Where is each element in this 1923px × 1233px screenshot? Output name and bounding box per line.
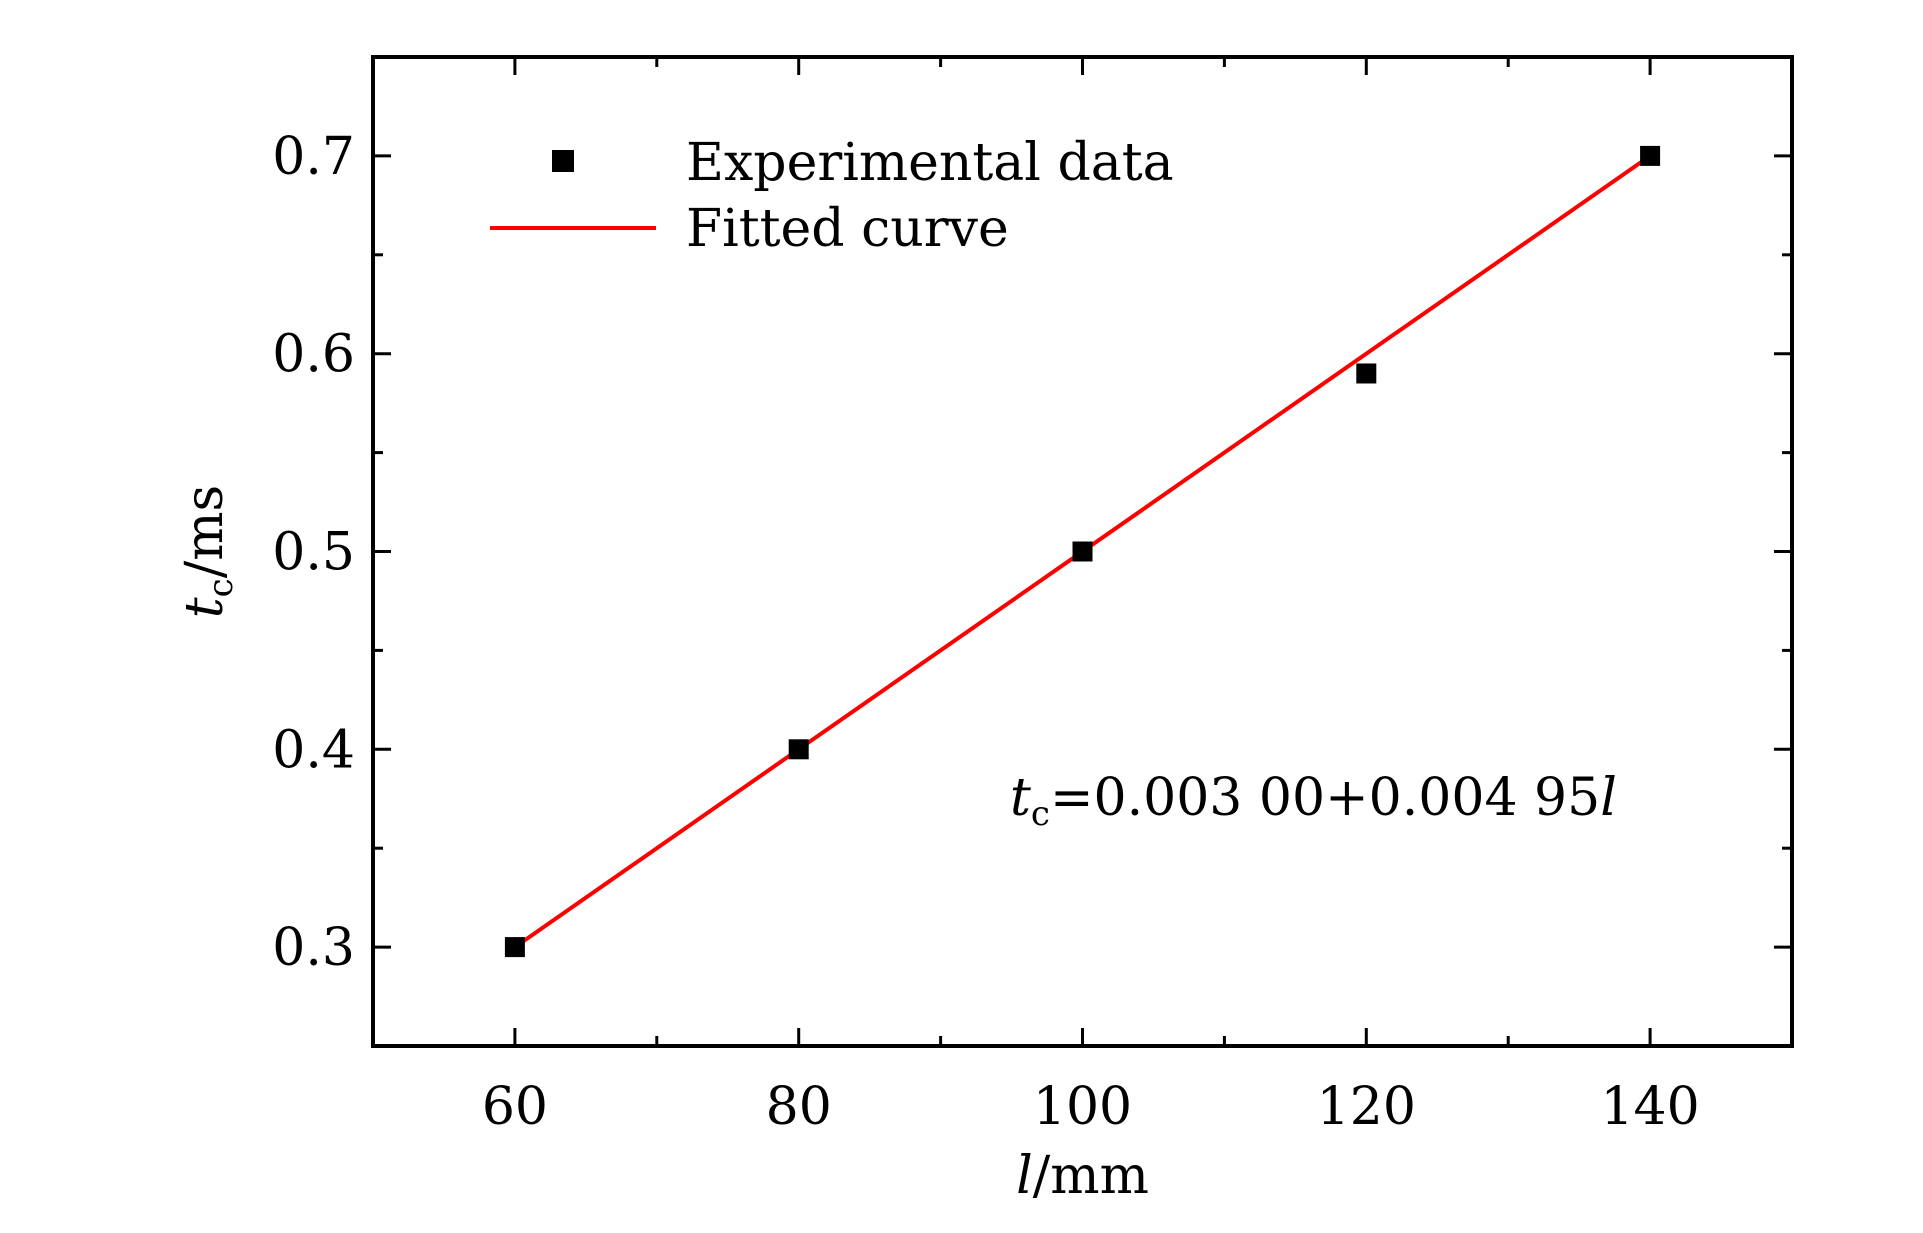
legend: Experimental data Fitted curve: [490, 133, 1174, 259]
eq-var: t: [1010, 768, 1031, 828]
tick-labels-layer: 60 80 100 120 140 0.3 0.4 0.5 0.6 0.7: [272, 127, 1699, 1137]
y-axis-var: t: [175, 597, 235, 618]
data-point: [504, 937, 525, 958]
x-tick-label: 120: [1317, 1077, 1416, 1137]
legend-label-fitted: Fitted curve: [686, 199, 1009, 259]
y-tick-label: 0.7: [272, 127, 355, 187]
x-tick-label: 60: [482, 1077, 548, 1137]
legend-marker-experimental: [552, 150, 574, 172]
series-layer: [504, 145, 1661, 958]
y-axis-title: tc/ms: [175, 485, 241, 618]
eq-tail: l: [1600, 768, 1617, 828]
x-axis-title: l/mm: [1016, 1146, 1149, 1206]
eq-sub: c: [1031, 794, 1050, 834]
data-point: [1356, 363, 1377, 384]
x-tick-label: 100: [1033, 1077, 1132, 1137]
data-point: [1072, 541, 1093, 562]
plot-frame: [371, 55, 1794, 1048]
y-tick-label: 0.6: [272, 325, 355, 385]
fit-equation: tc=0.003 00+0.004 95l: [1010, 768, 1617, 834]
eq-body: =0.003 00+0.004 95: [1050, 768, 1600, 828]
data-point: [788, 739, 809, 760]
x-tick-label: 140: [1600, 1077, 1699, 1137]
legend-label-experimental: Experimental data: [686, 133, 1174, 193]
x-axis-var: l: [1016, 1146, 1033, 1206]
y-tick-label: 0.5: [272, 523, 355, 583]
x-axis-unit: /mm: [1033, 1146, 1149, 1206]
y-tick-label: 0.4: [272, 720, 355, 780]
y-tick-label: 0.3: [272, 918, 355, 978]
data-point: [1640, 145, 1661, 166]
y-axis-unit: /ms: [175, 485, 235, 579]
x-tick-label: 80: [766, 1077, 832, 1137]
y-axis-sub: c: [201, 578, 241, 597]
